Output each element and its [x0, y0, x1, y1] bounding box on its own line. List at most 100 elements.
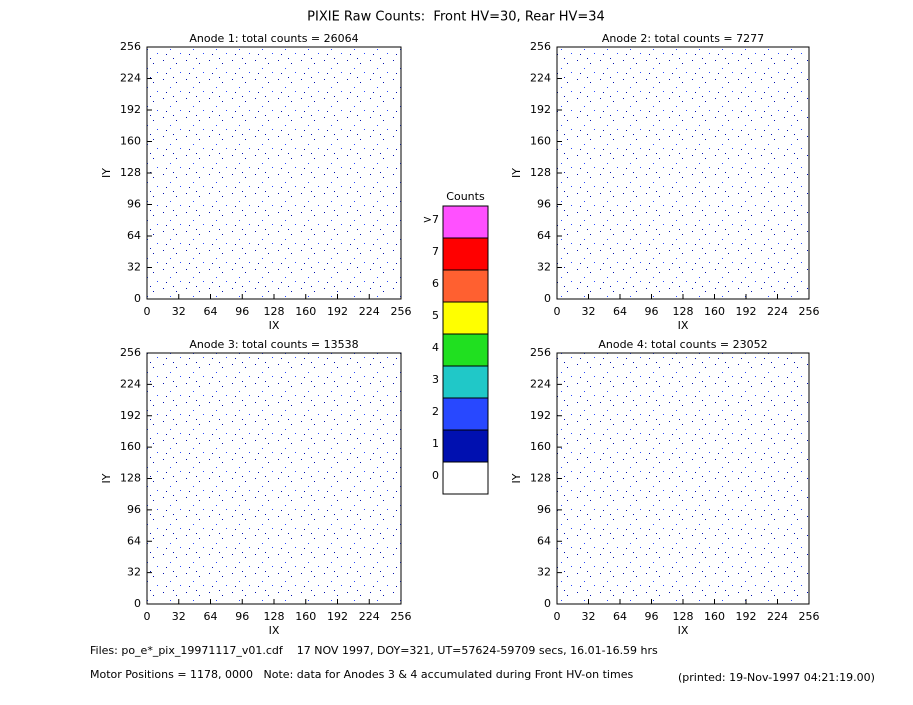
x-tick-label: 96 [645, 610, 659, 623]
x-tick-label: 256 [391, 610, 412, 623]
colorbar-swatch [442, 397, 489, 431]
x-tick-label: 96 [235, 305, 249, 318]
colorbar-label: 2 [432, 405, 439, 418]
panel-title: Anode 1: total counts = 26064 [189, 32, 358, 45]
y-tick-label: 224 [120, 377, 141, 390]
y-axis-label: IY [510, 473, 523, 483]
plot-area [147, 353, 401, 604]
y-tick-label: 224 [530, 72, 551, 85]
y-tick-label: 0 [134, 597, 141, 610]
x-tick-label: 192 [736, 305, 757, 318]
x-axis-label: IX [678, 319, 689, 332]
colorbar-label: 0 [432, 469, 439, 482]
figure-title: PIXIE Raw Counts: Front HV=30, Rear HV=3… [307, 10, 605, 25]
x-tick-label: 0 [554, 610, 561, 623]
y-axis-label: IY [100, 473, 113, 483]
y-tick-label: 96 [127, 503, 141, 516]
y-tick-label: 32 [537, 566, 551, 579]
y-tick-label: 64 [537, 534, 551, 547]
y-tick-label: 192 [530, 103, 551, 116]
y-tick-label: 160 [530, 440, 551, 453]
x-tick-label: 96 [235, 610, 249, 623]
colorbar-swatch [442, 333, 489, 367]
footer-files: Files: po_e*_pix_19971117_v01.cdf 17 NOV… [90, 644, 658, 657]
x-tick-label: 160 [295, 305, 316, 318]
footer-motor: Motor Positions = 1178, 0000 Note: data … [90, 668, 633, 681]
x-tick-label: 160 [295, 610, 316, 623]
panel-title: Anode 4: total counts = 23052 [598, 338, 767, 351]
x-tick-label: 128 [673, 610, 694, 623]
colorbar-label: 7 [432, 245, 439, 258]
x-tick-label: 64 [204, 610, 218, 623]
y-tick-label: 192 [120, 409, 141, 422]
plot-area [557, 47, 809, 299]
y-tick-label: 64 [537, 229, 551, 242]
x-tick-label: 0 [144, 610, 151, 623]
colorbar-swatch [442, 301, 489, 335]
colorbar-label: >7 [423, 213, 439, 226]
colorbar-title: Counts [446, 190, 485, 203]
y-tick-label: 160 [530, 135, 551, 148]
y-tick-label: 32 [127, 566, 141, 579]
y-tick-label: 96 [537, 503, 551, 516]
x-tick-label: 224 [767, 305, 788, 318]
x-tick-label: 224 [767, 610, 788, 623]
x-tick-label: 64 [204, 305, 218, 318]
x-tick-label: 224 [359, 610, 380, 623]
x-axis-label: IX [269, 624, 280, 637]
colorbar-swatch [442, 237, 489, 271]
x-tick-label: 160 [704, 305, 725, 318]
x-axis-label: IX [678, 624, 689, 637]
footer-printed: (printed: 19-Nov-1997 04:21:19.00) [678, 671, 875, 684]
x-axis-label: IX [269, 319, 280, 332]
x-tick-label: 0 [144, 305, 151, 318]
y-tick-label: 256 [530, 346, 551, 359]
y-tick-label: 0 [544, 292, 551, 305]
colorbar-label: 6 [432, 277, 439, 290]
x-tick-label: 192 [327, 305, 348, 318]
panel-title: Anode 2: total counts = 7277 [602, 32, 764, 45]
x-tick-label: 160 [704, 610, 725, 623]
y-tick-label: 256 [120, 40, 141, 53]
x-tick-label: 128 [673, 305, 694, 318]
plot-area [147, 47, 401, 299]
y-tick-label: 224 [530, 377, 551, 390]
y-tick-label: 256 [120, 346, 141, 359]
y-tick-label: 32 [127, 261, 141, 274]
x-tick-label: 0 [554, 305, 561, 318]
y-tick-label: 96 [537, 198, 551, 211]
y-tick-label: 224 [120, 72, 141, 85]
x-tick-label: 96 [645, 305, 659, 318]
y-tick-label: 128 [530, 166, 551, 179]
x-tick-label: 256 [799, 305, 820, 318]
x-tick-label: 128 [264, 610, 285, 623]
y-tick-label: 128 [120, 472, 141, 485]
x-tick-label: 32 [582, 305, 596, 318]
colorbar-swatch [442, 269, 489, 303]
y-tick-label: 128 [120, 166, 141, 179]
colorbar-label: 4 [432, 341, 439, 354]
y-tick-label: 160 [120, 135, 141, 148]
panel-title: Anode 3: total counts = 13538 [189, 338, 358, 351]
colorbar-label: 5 [432, 309, 439, 322]
x-tick-label: 256 [799, 610, 820, 623]
x-tick-label: 64 [613, 610, 627, 623]
y-tick-label: 0 [544, 597, 551, 610]
x-tick-label: 192 [736, 610, 757, 623]
y-tick-label: 192 [530, 409, 551, 422]
colorbar-swatch [442, 205, 489, 239]
x-tick-label: 128 [264, 305, 285, 318]
colorbar-swatch [442, 461, 489, 495]
y-axis-label: IY [100, 168, 113, 178]
plot-area [557, 353, 809, 604]
y-tick-label: 32 [537, 261, 551, 274]
y-axis-label: IY [510, 168, 523, 178]
y-tick-label: 192 [120, 103, 141, 116]
colorbar-swatch [442, 365, 489, 399]
x-tick-label: 224 [359, 305, 380, 318]
y-tick-label: 96 [127, 198, 141, 211]
y-tick-label: 0 [134, 292, 141, 305]
y-tick-label: 64 [127, 534, 141, 547]
colorbar-label: 3 [432, 373, 439, 386]
